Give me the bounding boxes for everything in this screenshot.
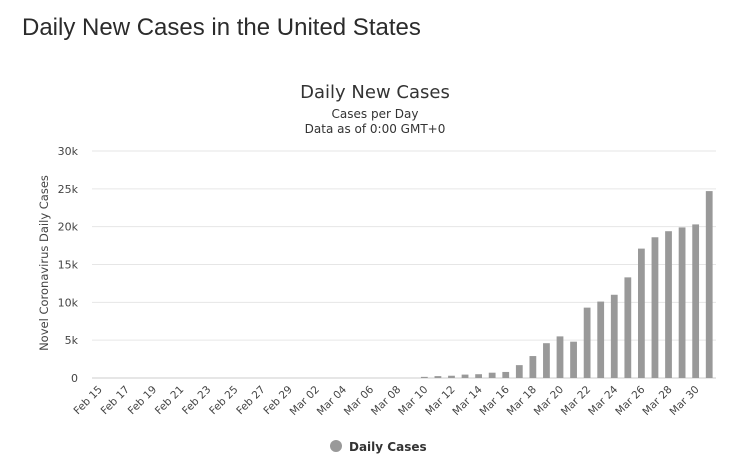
x-tick-label: Feb 25 [207,384,240,417]
bar[interactable] [638,248,645,378]
bar[interactable] [420,376,428,378]
bar[interactable] [488,372,496,378]
bar[interactable] [597,301,605,378]
y-tick-label: 10k [58,296,79,309]
y-tick-label: 25k [58,183,79,196]
y-axis-label: Novel Coronavirus Daily Cases [37,175,51,351]
x-tick-label: Feb 15 [71,384,104,417]
bar[interactable] [678,227,686,378]
bar[interactable] [705,191,713,378]
bar[interactable] [583,307,591,378]
chart-subtitle-line-1: Cases per Day [332,107,419,121]
bar[interactable] [448,375,455,378]
bar[interactable] [543,343,550,378]
bar[interactable] [515,365,523,378]
chart-legend[interactable]: Daily Cases [330,440,427,454]
bar[interactable] [692,224,700,378]
bar[interactable] [556,336,564,378]
legend-label-daily-cases[interactable]: Daily Cases [349,440,427,454]
y-tick-label: 0 [71,372,78,385]
x-tick-label: Feb 23 [180,384,213,417]
x-tick-label: Feb 17 [99,384,132,417]
bar[interactable] [461,374,469,378]
bar[interactable] [651,237,659,378]
page-title: Daily New Cases in the United States [22,14,421,41]
bar[interactable] [665,231,672,378]
y-tick-label: 30k [58,145,79,158]
bar[interactable] [502,371,510,378]
bar[interactable] [475,374,482,378]
x-tick-label: Feb 27 [234,384,267,417]
bar[interactable] [570,341,577,378]
bar[interactable] [529,356,537,378]
x-tick-label: Feb 21 [153,384,186,417]
chart-subtitle-line-2: Data as of 0:00 GMT+0 [305,122,446,136]
bar[interactable] [624,277,632,378]
chart-title: Daily New Cases [300,82,450,103]
bar[interactable] [610,294,618,378]
x-tick-label: Mar 30 [667,384,701,418]
bar[interactable] [434,376,442,378]
legend-marker-daily-cases [330,440,342,452]
x-tick-label: Feb 19 [126,384,159,417]
y-tick-label: 15k [58,259,79,272]
y-tick-label: 20k [58,221,79,234]
y-tick-label: 5k [65,334,79,347]
